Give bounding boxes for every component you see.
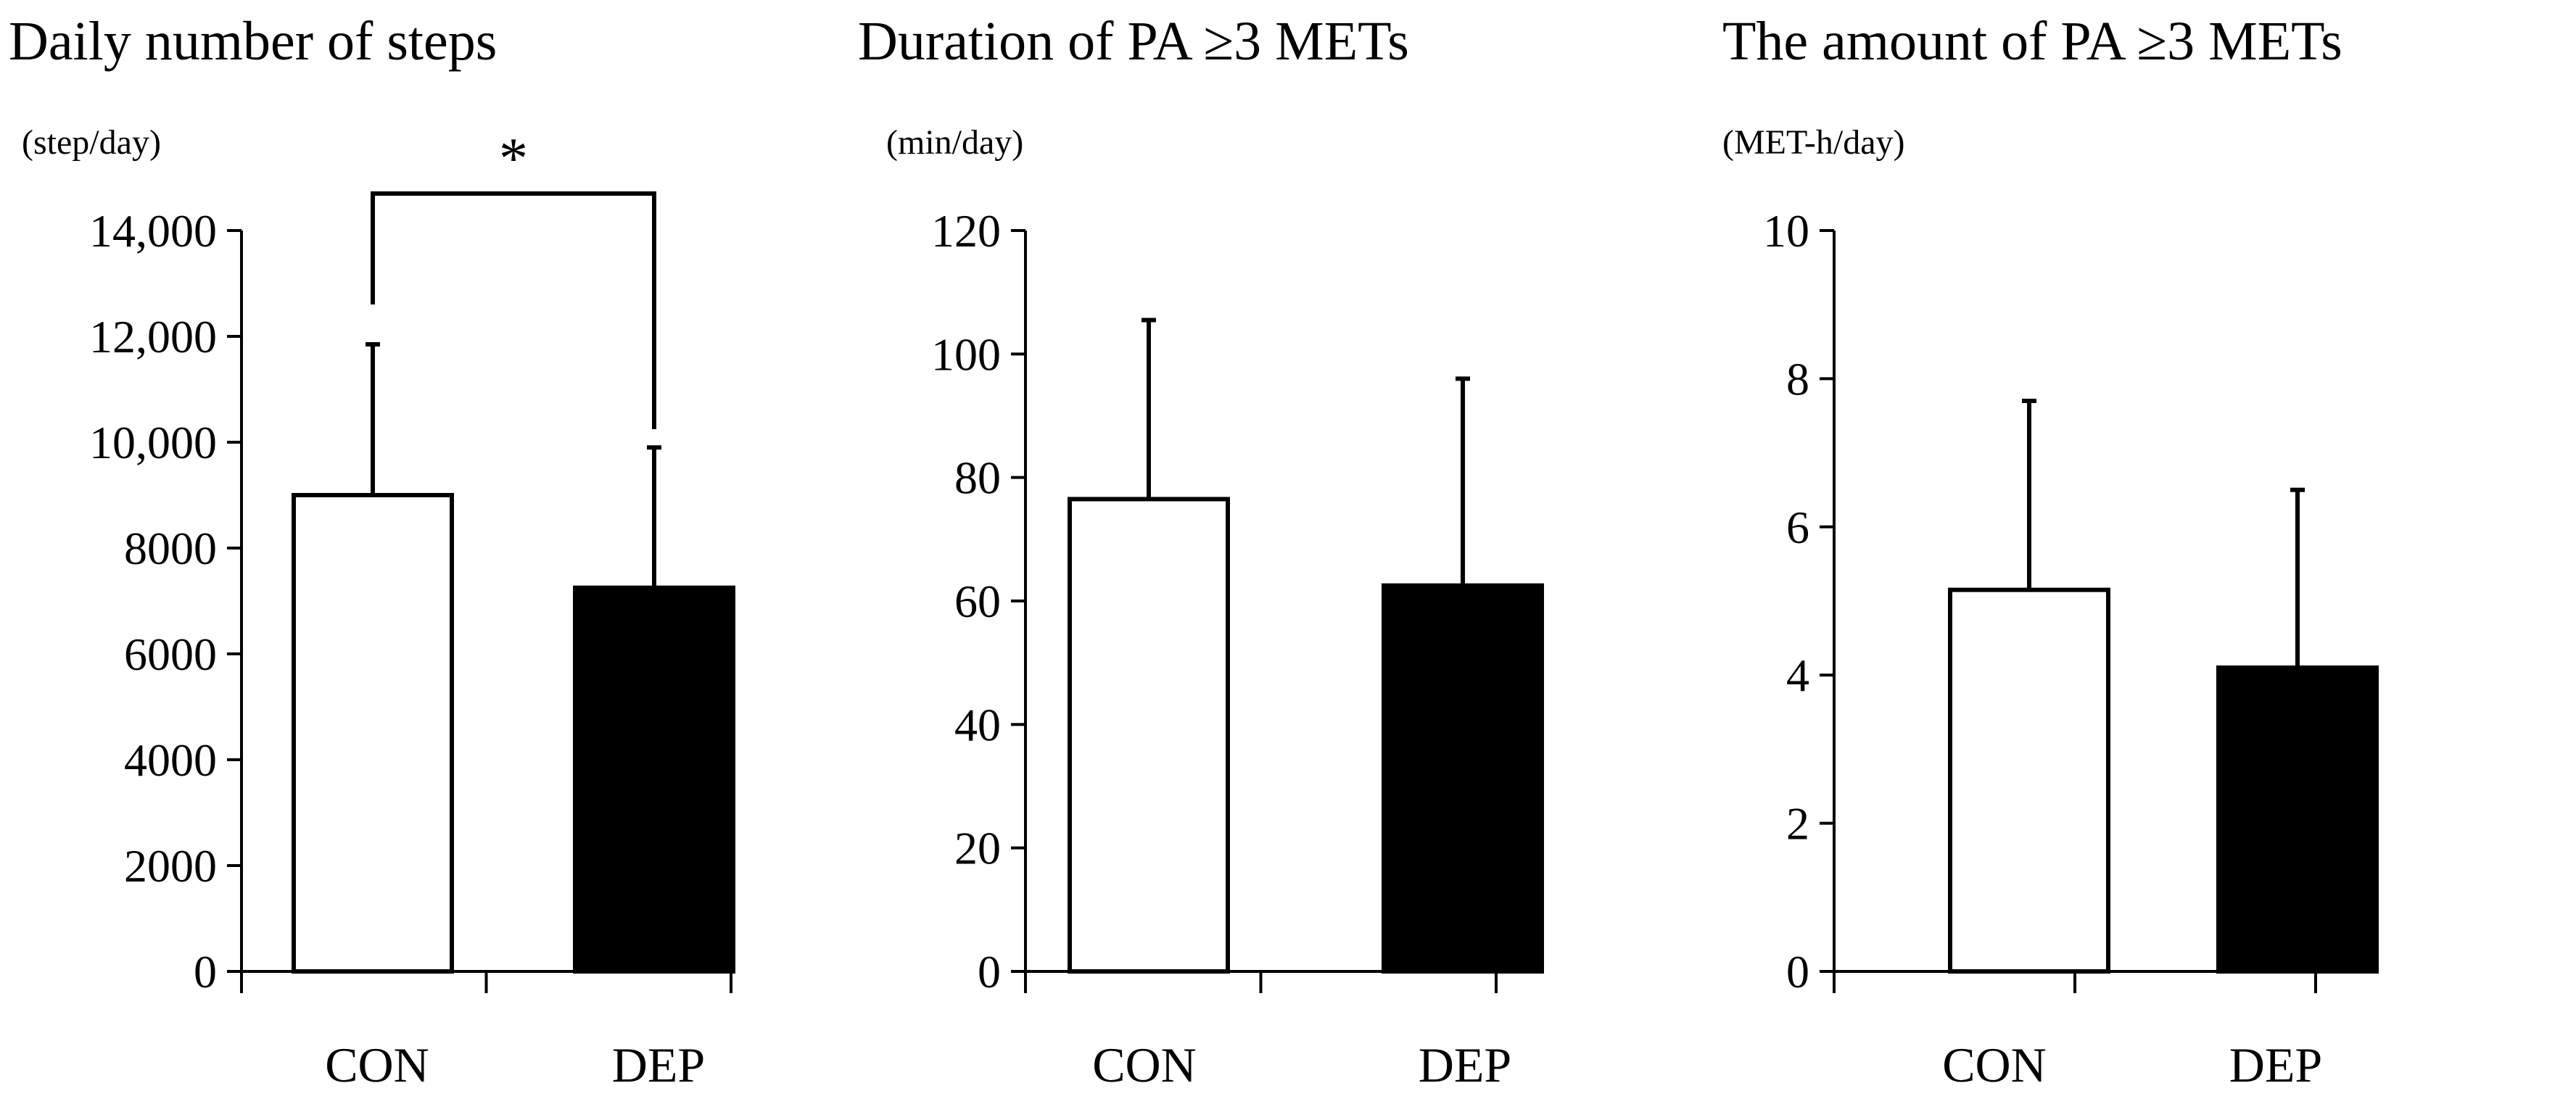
y-tick-label: 2 [1786, 798, 1809, 850]
bar-con [1948, 587, 2110, 974]
y-tick-label: 14,000 [89, 205, 217, 257]
chart-title: The amount of PA ≥3 METs [1722, 11, 2342, 72]
y-tick-label: 4 [1786, 650, 1809, 701]
y-tick-label: 120 [931, 205, 1001, 257]
y-tick-label: 12,000 [89, 311, 217, 362]
bar-con [1068, 497, 1230, 974]
y-tick-label: 0 [194, 946, 217, 998]
chart-panel-duration: Duration of PA ≥3 METs (min/day) 0 20 40 60 80… [858, 11, 1544, 1092]
y-tick-label: 8 [1786, 353, 1809, 405]
x-category-label-dep: DEP [612, 1037, 705, 1092]
y-tick-label: 10 [1763, 205, 1809, 257]
y-tick-label: 6000 [124, 629, 217, 680]
bar-dep [573, 585, 735, 974]
y-tick-label: 80 [954, 452, 1001, 504]
y-tick-label: 4000 [124, 734, 217, 786]
significance-bracket [371, 191, 656, 429]
chart-panel-steps: Daily number of steps (step/day) 0 2000 4000… [9, 11, 735, 1092]
x-category-label-con: CON [325, 1037, 429, 1092]
y-tick-label: 100 [931, 328, 1001, 380]
x-category-label-con: CON [1092, 1037, 1197, 1092]
y-axis-unit-label: (step/day) [22, 123, 161, 162]
y-tick-label: 40 [954, 699, 1001, 750]
x-category-label-con: CON [1942, 1037, 2047, 1092]
y-tick-label: 10,000 [89, 417, 217, 468]
y-tick-label: 20 [954, 823, 1001, 874]
y-tick-label: 8000 [124, 523, 217, 574]
bar-con [292, 493, 454, 974]
y-axis-unit-label: (min/day) [886, 123, 1023, 162]
bar-dep [2216, 665, 2379, 974]
y-axis-unit-label: (MET-h/day) [1722, 123, 1905, 162]
y-tick-label: 2000 [124, 840, 217, 892]
x-category-label-dep: DEP [2229, 1037, 2322, 1092]
y-tick-label: 0 [1786, 946, 1809, 998]
significance-marker: * [499, 127, 528, 191]
y-tick-label: 60 [954, 576, 1001, 627]
chart-title: Daily number of steps [9, 11, 497, 72]
y-tick-label: 6 [1786, 502, 1809, 553]
chart-panel-amount: The amount of PA ≥3 METs (MET-h/day) 0 2 4 6 8… [1722, 11, 2379, 1092]
y-tick-label: 0 [978, 946, 1001, 998]
bar-dep [1382, 583, 1544, 974]
x-category-label-dep: DEP [1419, 1037, 1511, 1092]
chart-title: Duration of PA ≥3 METs [858, 11, 1409, 72]
